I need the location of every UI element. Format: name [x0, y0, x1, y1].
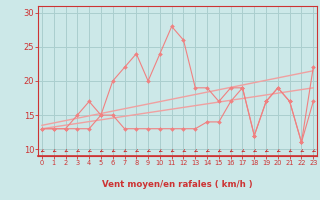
X-axis label: Vent moyen/en rafales ( km/h ): Vent moyen/en rafales ( km/h ) [102, 180, 253, 189]
